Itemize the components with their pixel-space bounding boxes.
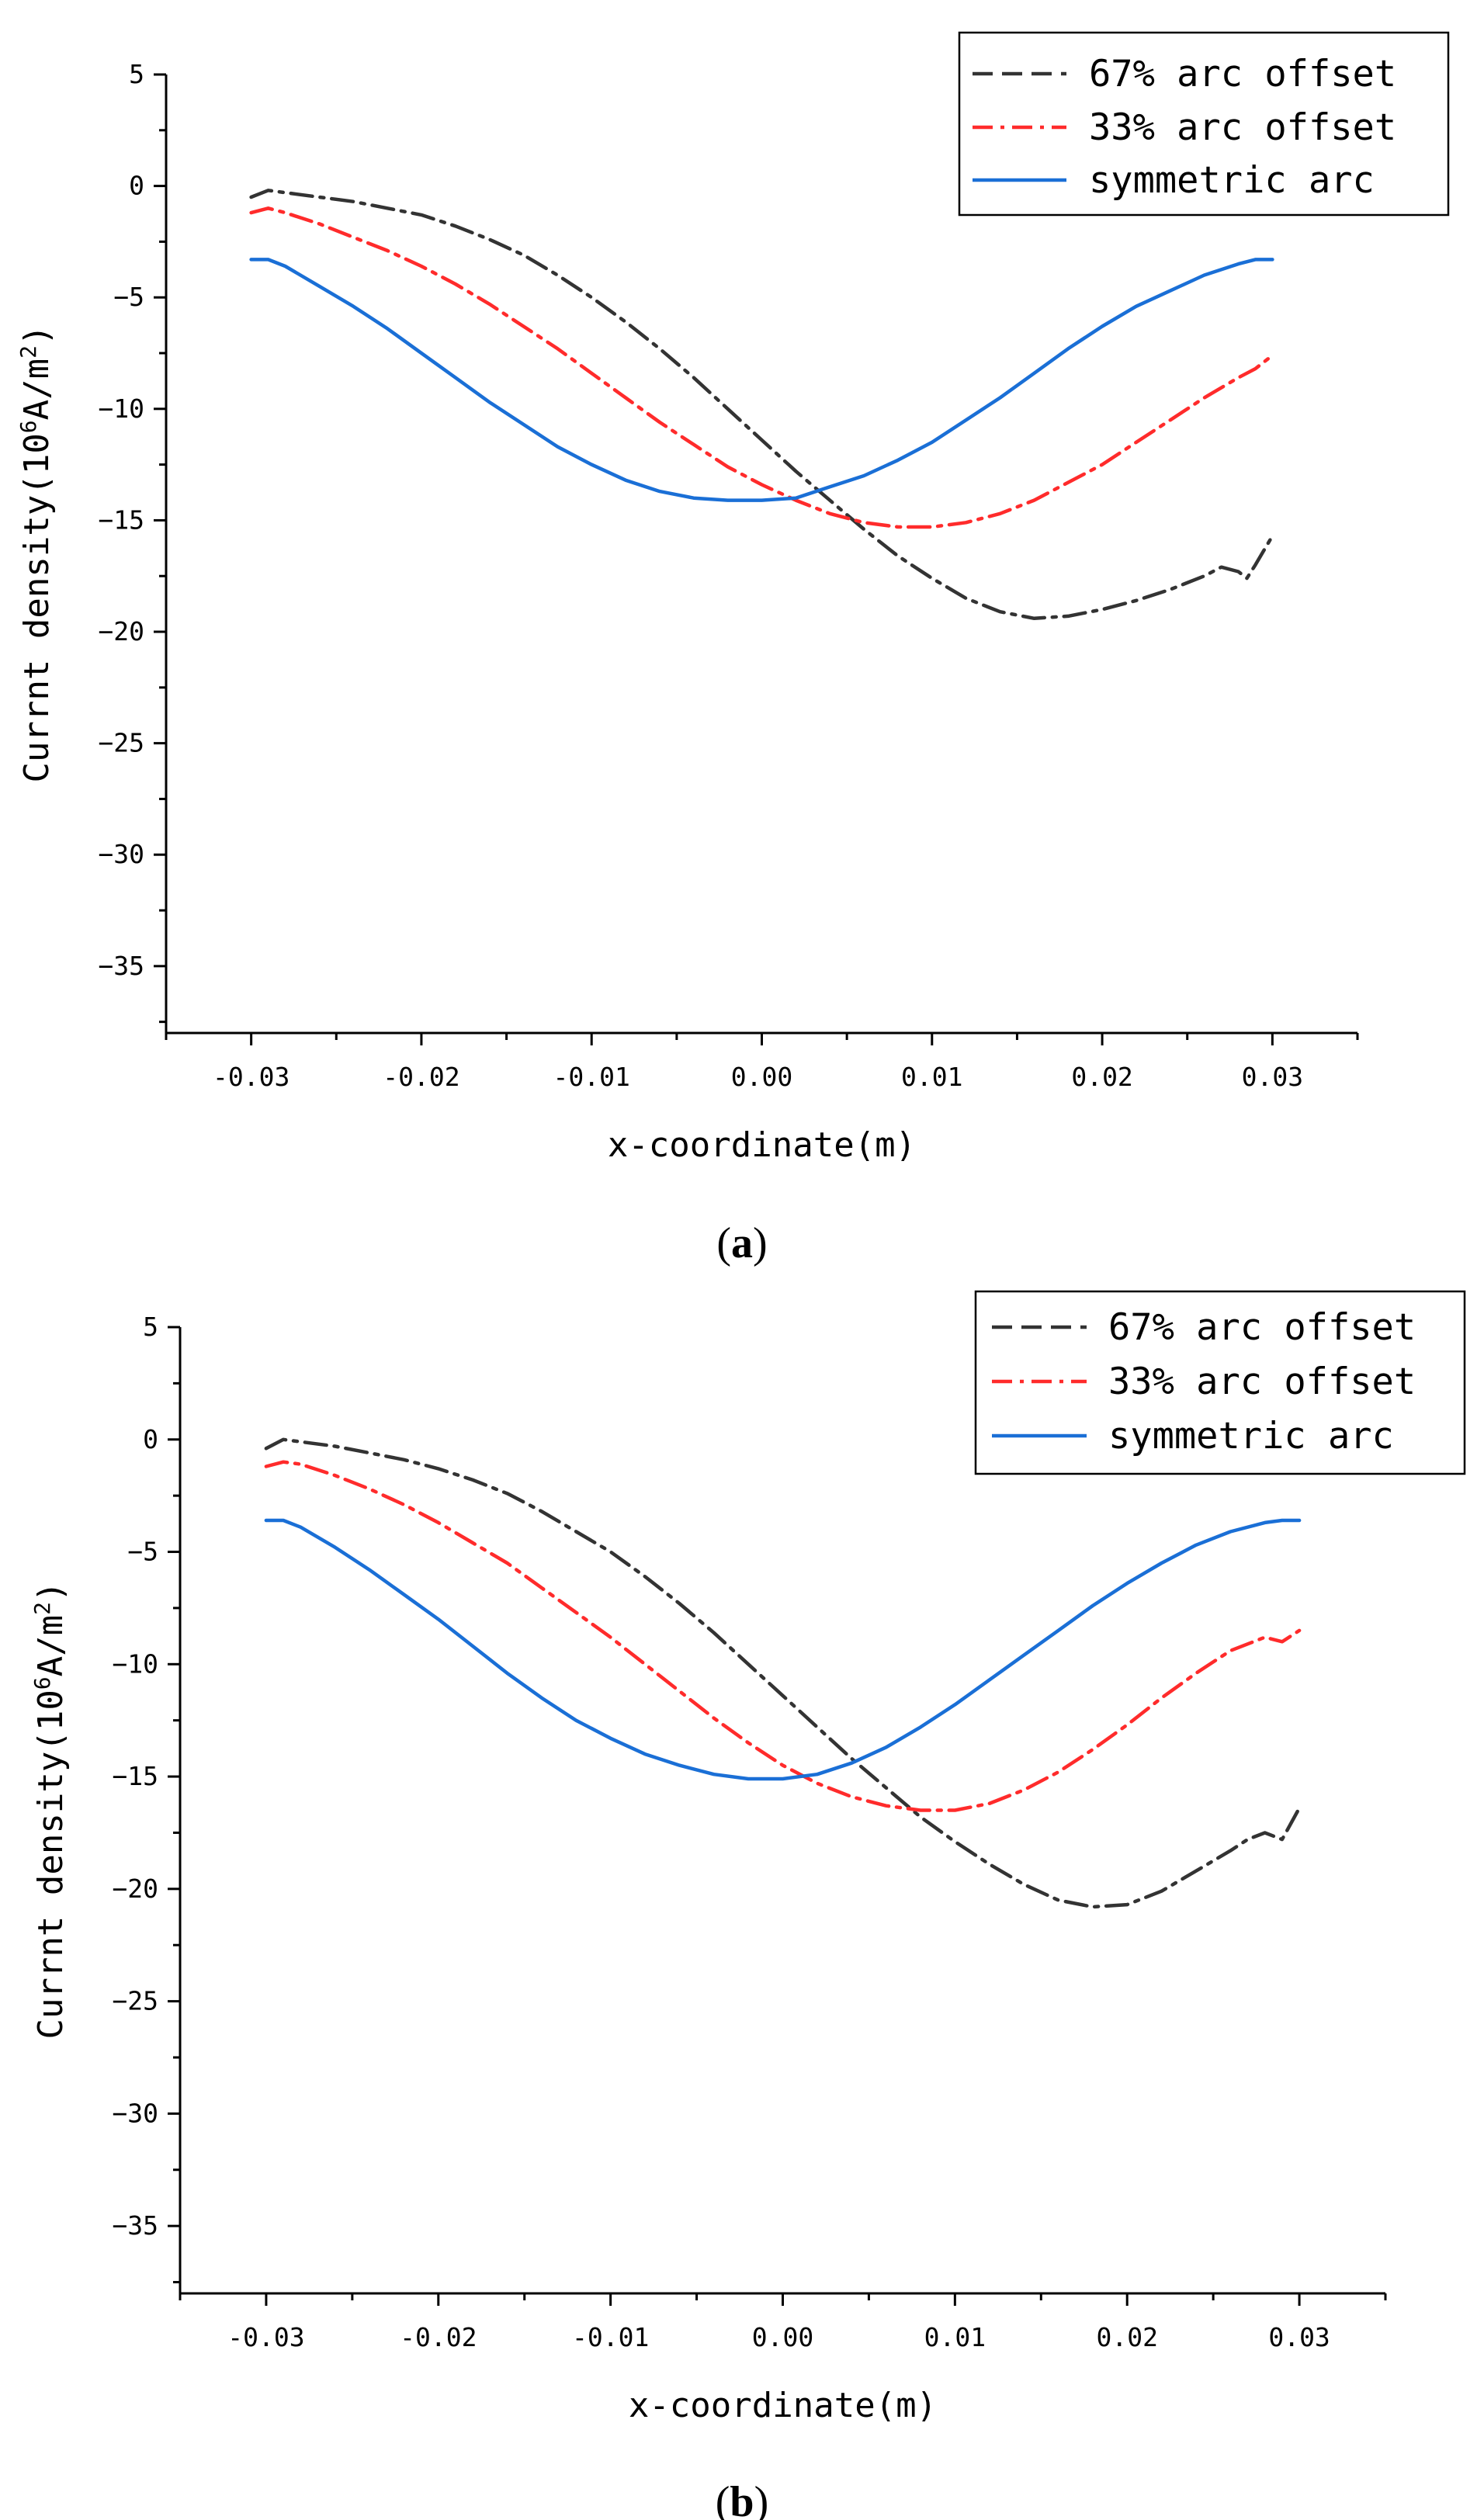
y-axis-title: Currnt density(106A/m2) bbox=[16, 324, 57, 782]
series-line-67pct-arc-offset bbox=[264, 1437, 1302, 1909]
x-tick-label: -0.01 bbox=[553, 1062, 630, 1092]
y-axis-title-suffix: ) bbox=[31, 1581, 71, 1602]
y-tick-label: −5 bbox=[127, 1537, 158, 1567]
legend-label-0: 67% arc offset bbox=[1108, 1306, 1416, 1349]
y-tick-label: −15 bbox=[98, 504, 144, 535]
series-line-33pct-arc-offset bbox=[264, 1460, 1302, 1812]
y-tick-label: −20 bbox=[98, 616, 144, 646]
chart-b: 5 0 −5 −10 −15 −20 −25 −30 −35 -0.03 -0.02 -0.01 0.0… bbox=[29, 1290, 1466, 2520]
x-tick-label: 0.00 bbox=[731, 1062, 792, 1092]
x-tick-label: 0.01 bbox=[901, 1062, 962, 1092]
x-tick-label: 0.03 bbox=[1268, 2322, 1330, 2352]
caption-close: ) bbox=[754, 2478, 769, 2520]
x-tick-label: 0.02 bbox=[1071, 1062, 1132, 1092]
x-tick-label: -0.01 bbox=[572, 2322, 649, 2352]
x-tick-label: 0.00 bbox=[752, 2322, 813, 2352]
y-tick-label: 0 bbox=[129, 171, 144, 201]
y-axis-title-suffix: ) bbox=[17, 324, 57, 345]
y-tick-label: −5 bbox=[113, 282, 144, 312]
y-tick-label: 5 bbox=[143, 1312, 158, 1342]
panel-caption: (a) bbox=[716, 1219, 767, 1267]
y-tick-label: −35 bbox=[112, 2210, 158, 2241]
y-axis-title: Currnt density(106A/m2) bbox=[29, 1581, 71, 2039]
x-tick-label: -0.02 bbox=[383, 1062, 459, 1092]
x-axis-title: x-coordinate(m) bbox=[608, 1125, 916, 1165]
legend-label-1: 33% arc offset bbox=[1108, 1361, 1416, 1403]
x-tick-label: -0.02 bbox=[400, 2322, 477, 2352]
legend-box bbox=[958, 31, 1450, 217]
y-axis-title-sup2: 2 bbox=[29, 1602, 55, 1615]
x-tick-label: 0.03 bbox=[1242, 1062, 1303, 1092]
y-tick-label: −20 bbox=[112, 1874, 158, 1904]
y-axis-title-prefix: Currnt density(10 bbox=[17, 433, 57, 782]
y-tick-label: 5 bbox=[129, 59, 144, 89]
panel-caption: (b) bbox=[716, 2478, 768, 2520]
y-axis-title-mid: A/m bbox=[17, 359, 57, 420]
y-tick-label: −10 bbox=[98, 393, 144, 424]
y-axis-title-sup1: 6 bbox=[16, 420, 41, 433]
y-tick-label: −30 bbox=[98, 839, 144, 869]
y-tick-label: −25 bbox=[98, 728, 144, 758]
legend-box bbox=[974, 1290, 1466, 1475]
series-line-symmetric-arc bbox=[264, 1518, 1302, 1781]
y-tick-label: −30 bbox=[112, 2098, 158, 2128]
legend-label-1: 33% arc offset bbox=[1089, 106, 1396, 149]
y-axis-title-sup2: 2 bbox=[16, 345, 41, 359]
caption-close: ) bbox=[753, 1219, 768, 1267]
x-tick-label: -0.03 bbox=[227, 2322, 304, 2352]
legend-label-2: symmetric arc bbox=[1089, 159, 1375, 202]
chart-a: 5 0 −5 −10 −15 −20 −25 −30 −35 -0.03 -0.02 -0.01 0.0… bbox=[16, 31, 1450, 1267]
y-tick-label: −10 bbox=[112, 1648, 158, 1679]
caption-letter: b bbox=[730, 2478, 754, 2520]
y-axis-title-mid: A/m bbox=[31, 1615, 71, 1676]
series-line-symmetric-arc bbox=[249, 258, 1274, 502]
series-line-67pct-arc-offset bbox=[249, 189, 1274, 621]
caption-open: ( bbox=[716, 1219, 731, 1267]
caption-open: ( bbox=[716, 2478, 730, 2520]
y-axis-title-prefix: Currnt density(10 bbox=[31, 1690, 71, 2039]
y-tick-label: −15 bbox=[112, 1761, 158, 1791]
y-axis-title-sup1: 6 bbox=[29, 1676, 55, 1690]
x-tick-label: -0.03 bbox=[213, 1062, 290, 1092]
y-tick-label: −35 bbox=[98, 951, 144, 981]
caption-letter: a bbox=[731, 1219, 753, 1267]
x-tick-label: 0.01 bbox=[924, 2322, 986, 2352]
series-line-33pct-arc-offset bbox=[249, 206, 1274, 529]
x-tick-label: 0.02 bbox=[1096, 2322, 1157, 2352]
y-tick-label: 0 bbox=[143, 1424, 158, 1454]
legend-label-0: 67% arc offset bbox=[1089, 53, 1396, 95]
x-axis-title: x-coordinate(m) bbox=[629, 2386, 937, 2425]
legend-label-2: symmetric arc bbox=[1108, 1415, 1394, 1458]
y-tick-label: −25 bbox=[112, 1986, 158, 2016]
